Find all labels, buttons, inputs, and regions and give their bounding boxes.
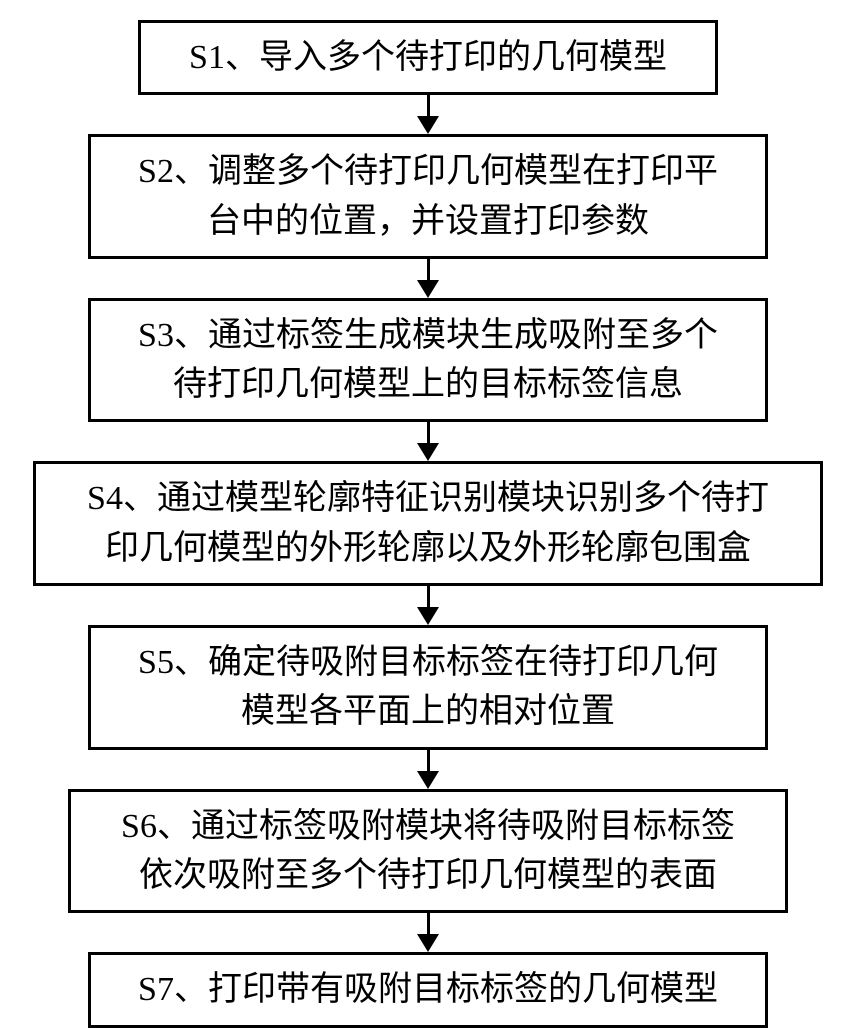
node-label: S5、确定待吸附目标标签在待打印几何 模型各平面上的相对位置 bbox=[109, 638, 747, 737]
node-label: S4、通过模型轮廓特征识别模块识别多个待打 印几何模型的外形轮廓以及外形轮廓包围… bbox=[54, 474, 802, 573]
node-label: S3、通过标签生成模块生成吸附至多个 待打印几何模型上的目标标签信息 bbox=[109, 311, 747, 410]
node-label: S2、调整多个待打印几何模型在打印平 台中的位置，并设置打印参数 bbox=[109, 147, 747, 246]
flowchart-arrow bbox=[417, 259, 439, 298]
node-label: S7、打印带有吸附目标标签的几何模型 bbox=[109, 965, 747, 1014]
arrow-head-icon bbox=[417, 771, 439, 789]
flowchart-node-s6: S6、通过标签吸附模块将待吸附目标标签 依次吸附至多个待打印几何模型的表面 bbox=[68, 789, 788, 914]
arrow-line bbox=[427, 586, 430, 608]
arrow-head-icon bbox=[417, 116, 439, 134]
flowchart-container: S1、导入多个待打印的几何模型 S2、调整多个待打印几何模型在打印平 台中的位置… bbox=[0, 0, 856, 1028]
arrow-line bbox=[427, 750, 430, 772]
flowchart-arrow bbox=[417, 586, 439, 625]
flowchart-node-s7: S7、打印带有吸附目标标签的几何模型 bbox=[88, 952, 768, 1027]
flowchart-node-s2: S2、调整多个待打印几何模型在打印平 台中的位置，并设置打印参数 bbox=[88, 134, 768, 259]
flowchart-node-s4: S4、通过模型轮廓特征识别模块识别多个待打 印几何模型的外形轮廓以及外形轮廓包围… bbox=[33, 461, 823, 586]
flowchart-arrow bbox=[417, 95, 439, 134]
flowchart-arrow bbox=[417, 750, 439, 789]
arrow-head-icon bbox=[417, 443, 439, 461]
node-label: S6、通过标签吸附模块将待吸附目标标签 依次吸附至多个待打印几何模型的表面 bbox=[89, 802, 767, 901]
arrow-head-icon bbox=[417, 607, 439, 625]
arrow-head-icon bbox=[417, 934, 439, 952]
node-label: S1、导入多个待打印的几何模型 bbox=[159, 33, 697, 82]
arrow-line bbox=[427, 913, 430, 935]
flowchart-node-s5: S5、确定待吸附目标标签在待打印几何 模型各平面上的相对位置 bbox=[88, 625, 768, 750]
flowchart-node-s1: S1、导入多个待打印的几何模型 bbox=[138, 20, 718, 95]
arrow-head-icon bbox=[417, 280, 439, 298]
arrow-line bbox=[427, 259, 430, 281]
flowchart-arrow bbox=[417, 422, 439, 461]
flowchart-arrow bbox=[417, 913, 439, 952]
arrow-line bbox=[427, 95, 430, 117]
flowchart-node-s3: S3、通过标签生成模块生成吸附至多个 待打印几何模型上的目标标签信息 bbox=[88, 298, 768, 423]
arrow-line bbox=[427, 422, 430, 444]
